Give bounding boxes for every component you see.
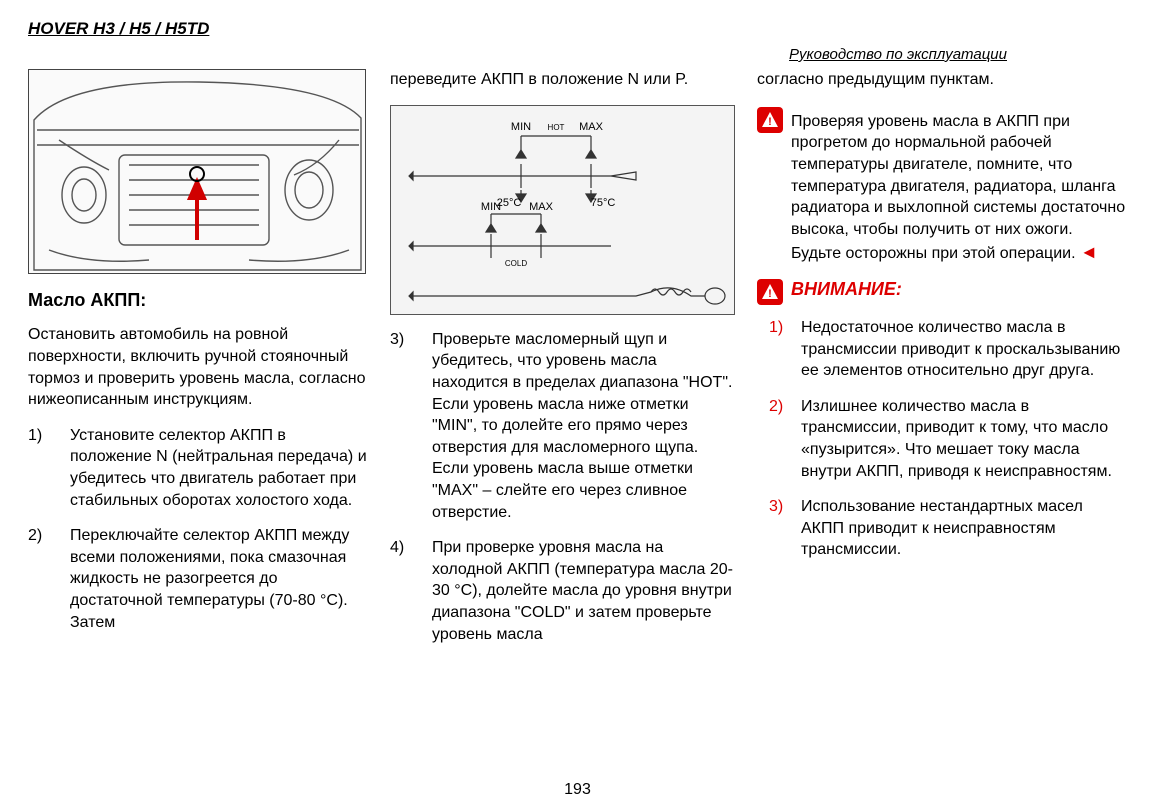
step-number: 4) (390, 537, 416, 645)
page-title: HOVER H3 / H5 / H5TD (28, 18, 1127, 41)
label-min-cold: MIN (481, 201, 501, 213)
step-item: 4) При проверке уровня масла на холодной… (390, 537, 735, 645)
label-min-hot: MIN (511, 121, 531, 133)
svg-text:!: ! (768, 288, 772, 300)
step-item: 2) Переключайте селектор АКПП между всем… (28, 525, 368, 633)
attention-number: 3) (769, 496, 791, 561)
step-text: Установите селектор АКПП в положение N (… (70, 425, 368, 511)
column-2: переведите АКПП в положение N или P. (390, 69, 735, 659)
continuation-text: переведите АКПП в положение N или P. (390, 69, 735, 91)
intro-paragraph: Остановить автомобиль на ровной поверхно… (28, 324, 368, 410)
attention-item: 1) Недостаточное количество масла в тран… (769, 317, 1127, 382)
attention-item: 2) Излишнее количество масла в трансмисс… (769, 396, 1127, 482)
step-number: 1) (28, 425, 54, 511)
step-number: 2) (28, 525, 54, 633)
step-text: Переключайте селектор АКПП между всеми п… (70, 525, 368, 633)
warning-text: Проверяя уровень масла в АКПП при прогре… (791, 111, 1127, 265)
end-marker-icon: ◄ (1080, 242, 1098, 262)
steps-list-col2: 3) Проверьте масломерный щуп и убедитесь… (390, 329, 735, 645)
page-subtitle: Руководство по эксплуатации (28, 45, 1127, 65)
attention-number: 1) (769, 317, 791, 382)
attention-item: 3) Использование нестандартных масел АКП… (769, 496, 1127, 561)
svg-text:!: ! (768, 116, 772, 128)
section-heading-oil: Масло АКПП: (28, 288, 368, 312)
attention-header: ! ВНИМАНИЕ: (757, 277, 1127, 305)
label-max-hot: MAX (579, 121, 604, 133)
attention-heading: ВНИМАНИЕ: (791, 277, 902, 301)
step-item: 3) Проверьте масломерный щуп и убедитесь… (390, 329, 735, 523)
step-item: 1) Установите селектор АКПП в положение … (28, 425, 368, 511)
step-text: Проверьте масломерный щуп и убедитесь, ч… (432, 329, 735, 523)
warning-block-1: ! Проверяя уровень масла в АКПП при прог… (757, 105, 1127, 265)
continuation-text-col3: согласно предыдущим пунктам. (757, 69, 1127, 91)
label-temp-high: 75°C (591, 197, 616, 209)
content-columns: Масло АКПП: Остановить автомобиль на ров… (28, 69, 1127, 659)
label-hot: HOT (548, 123, 565, 132)
engine-bay-illustration (28, 69, 366, 274)
attention-text: Излишнее количество масла в трансмиссии,… (801, 396, 1127, 482)
attention-text: Использование нестандартных масел АКПП п… (801, 496, 1127, 561)
warning-icon: ! (757, 279, 783, 305)
attention-list: 1) Недостаточное количество масла в тран… (757, 317, 1127, 561)
page-number: 193 (0, 779, 1155, 801)
dipstick-illustration: MIN HOT MAX 25°C 75°C MIN MAX COLD (390, 105, 735, 315)
warning-icon: ! (757, 107, 783, 133)
step-text: При проверке уровня масла на холодной АК… (432, 537, 735, 645)
step-number: 3) (390, 329, 416, 523)
column-1: Масло АКПП: Остановить автомобиль на ров… (28, 69, 368, 659)
column-3: согласно предыдущим пунктам. ! Проверяя … (757, 69, 1127, 659)
attention-text: Недостаточное количество масла в трансми… (801, 317, 1127, 382)
label-cold: COLD (505, 259, 527, 268)
attention-number: 2) (769, 396, 791, 482)
warning-body: Проверяя уровень масла в АКПП при прогре… (791, 113, 1125, 263)
label-max-cold: MAX (529, 201, 554, 213)
steps-list-col1: 1) Установите селектор АКПП в положение … (28, 425, 368, 633)
